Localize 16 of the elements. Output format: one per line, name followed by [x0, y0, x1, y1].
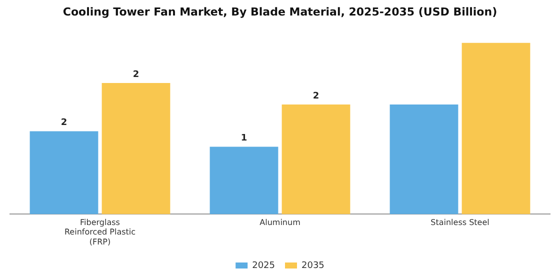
bar — [282, 104, 350, 214]
legend-label: 2035 — [302, 260, 324, 271]
bar — [462, 42, 530, 214]
bar — [30, 131, 98, 214]
data-label: 2 — [312, 91, 320, 102]
bar — [390, 104, 458, 214]
bar — [210, 146, 278, 214]
data-label: 1 — [240, 134, 248, 144]
x-tick-label: Fiberglass Reinforced Plastic (FRP) — [64, 218, 136, 246]
x-tick-label: Stainless Steel — [430, 218, 490, 228]
data-label: 2 — [60, 118, 68, 128]
data-label: 2 — [132, 70, 140, 80]
x-tick-label: Aluminum — [260, 218, 301, 228]
legend-label: 2025 — [252, 260, 275, 271]
bar — [102, 83, 170, 214]
chart-title: Cooling Tower Fan Market, By Blade Material, 2025-2035 (USD Billion) — [62, 5, 498, 18]
